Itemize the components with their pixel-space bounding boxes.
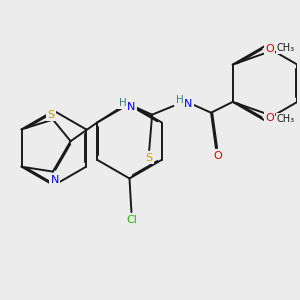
Text: Cl: Cl	[126, 215, 137, 225]
Text: O: O	[265, 44, 274, 53]
Text: CH₃: CH₃	[277, 43, 295, 52]
Text: H: H	[176, 95, 184, 105]
Text: N: N	[127, 102, 136, 112]
Text: S: S	[146, 153, 153, 163]
Text: CH₃: CH₃	[277, 114, 295, 124]
Text: O: O	[265, 113, 274, 123]
Text: S: S	[47, 110, 55, 120]
Text: N: N	[51, 176, 59, 185]
Text: N: N	[184, 99, 193, 109]
Text: H: H	[119, 98, 127, 108]
Text: O: O	[214, 151, 222, 161]
